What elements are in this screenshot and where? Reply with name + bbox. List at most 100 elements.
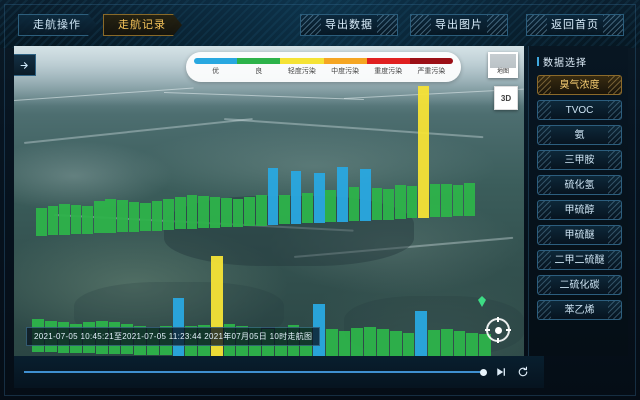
concentration-bar: [441, 184, 452, 217]
pollution-legend: 优 良 轻度污染 中度污染 重度污染 严重污染: [186, 52, 461, 82]
concentration-bar: [360, 169, 371, 221]
concentration-bar: [313, 172, 325, 223]
header-action-buttons: 导出数据 导出图片: [300, 14, 508, 36]
concentration-bar: [209, 196, 221, 228]
data-selection-item-label: 氨: [574, 130, 585, 141]
data-selection-item[interactable]: 氨: [537, 125, 622, 145]
concentration-bar: [221, 197, 232, 228]
concentration-bar: [232, 198, 244, 227]
legend-swatch: [194, 58, 238, 64]
map-viewport[interactable]: 优 良 轻度污染 中度污染 重度污染 严重污染 地图 3D 2021-07-05 10:4…: [14, 46, 524, 356]
mini-map-toggle[interactable]: 地图: [488, 52, 518, 78]
tab-navigation-operation[interactable]: 走航操作: [18, 14, 97, 36]
navigation-tabs: 走航操作 走航记录: [18, 14, 188, 36]
return-home-button[interactable]: 返回首页: [526, 14, 624, 36]
data-selection-item[interactable]: 苯乙烯: [537, 300, 622, 320]
concentration-bar: [140, 203, 151, 232]
concentration-bar: [402, 332, 415, 356]
data-selection-item[interactable]: 硫化氢: [537, 175, 622, 195]
header-bar: 走航操作 走航记录 导出数据 导出图片 返回首页: [0, 0, 640, 48]
legend-label: 优: [212, 68, 220, 75]
concentration-bar: [105, 198, 117, 233]
return-home-label: 返回首页: [551, 19, 599, 31]
concentration-bar: [151, 201, 163, 231]
arrow-right-icon: [20, 61, 28, 69]
recenter-crosshair-icon[interactable]: [485, 317, 511, 343]
concentration-bar: [198, 196, 209, 229]
three-d-label: 3D: [500, 93, 512, 103]
concentration-bar: [348, 187, 360, 222]
data-selection-item-label: 硫化氢: [564, 180, 595, 191]
playback-progress-slider[interactable]: [24, 368, 487, 376]
data-selection-item[interactable]: 甲硫醇: [537, 200, 622, 220]
concentration-bar: [174, 197, 186, 230]
panel-expand-handle[interactable]: [14, 54, 36, 76]
concentration-bar: [364, 327, 376, 356]
concentration-bar: [128, 202, 140, 232]
concentration-bar: [325, 189, 337, 223]
concentration-bar: [210, 255, 223, 356]
concentration-bar: [429, 183, 441, 218]
legend-swatch: [237, 58, 281, 64]
export-image-button[interactable]: 导出图片: [410, 14, 508, 36]
concentration-bar: [172, 298, 185, 356]
panel-title: 数据选择: [537, 54, 622, 69]
concentration-wall-north: [36, 85, 476, 236]
legend-label: 轻度污染: [287, 68, 316, 75]
data-selection-item[interactable]: 二硫化碳: [537, 275, 622, 295]
concentration-bar: [464, 183, 476, 216]
concentration-bar: [337, 167, 348, 222]
record-timestamp: 2021-07-05 10:45:21至2021-07-05 11:23:44 …: [26, 327, 321, 346]
data-selection-item-label: TVOC: [565, 105, 594, 116]
location-marker-icon: [478, 296, 486, 307]
legend-swatch: [409, 58, 453, 64]
data-selection-item[interactable]: 三甲胺: [537, 150, 622, 170]
export-data-button[interactable]: 导出数据: [300, 14, 398, 36]
concentration-bar: [186, 195, 198, 229]
concentration-bar: [428, 330, 440, 356]
concentration-bar: [394, 185, 406, 219]
concentration-bar: [453, 330, 466, 356]
export-data-label: 导出数据: [325, 19, 373, 31]
data-selection-item-label: 二甲二硫醚: [554, 255, 605, 266]
concentration-bar: [466, 332, 479, 356]
data-selection-item[interactable]: TVOC: [537, 100, 622, 120]
data-selection-panel: 数据选择 臭气浓度 TVOC 氨三甲胺硫化氢甲硫醇甲硫醚二甲二硫醚二硫化碳苯乙烯: [528, 46, 628, 356]
concentration-bar: [93, 200, 105, 234]
concentration-bar: [302, 192, 313, 224]
concentration-bar: [440, 329, 453, 356]
data-selection-item[interactable]: 臭气浓度: [537, 75, 622, 95]
data-selection-item[interactable]: 甲硫醚: [537, 225, 622, 245]
data-selection-item-label: 甲硫醚: [564, 230, 595, 241]
concentration-bar: [163, 199, 174, 230]
three-d-toggle-button[interactable]: 3D: [494, 86, 518, 110]
tab-navigation-record[interactable]: 走航记录: [103, 14, 182, 36]
data-selection-item[interactable]: 二甲二硫醚: [537, 250, 622, 270]
tab-label: 走航记录: [118, 19, 166, 31]
mini-map-label: 地图: [490, 68, 516, 76]
reload-button[interactable]: [512, 361, 534, 383]
concentration-bar: [82, 205, 93, 234]
concentration-bar: [117, 199, 128, 233]
playback-bar: [14, 356, 544, 388]
concentration-bar: [338, 330, 351, 356]
legend-swatch: [366, 58, 410, 64]
concentration-bar: [406, 186, 418, 219]
legend-label: 重度污染: [374, 68, 403, 75]
concentration-bar: [371, 187, 383, 221]
playback-slider-handle[interactable]: [480, 368, 487, 376]
legend-label: 良: [255, 68, 263, 75]
concentration-bar: [47, 206, 59, 236]
legend-swatch: [323, 58, 367, 64]
concentration-bar: [415, 311, 428, 356]
concentration-bar: [70, 205, 82, 235]
data-selection-item-label: 臭气浓度: [559, 80, 600, 91]
tab-label: 走航操作: [33, 19, 81, 31]
concentration-bar: [256, 194, 267, 226]
legend-label: 中度污染: [331, 68, 360, 75]
data-selection-item-label: 苯乙烯: [564, 305, 595, 316]
concentration-bar: [325, 329, 338, 356]
concentration-bar: [290, 171, 302, 224]
skip-to-end-button[interactable]: [490, 361, 512, 383]
